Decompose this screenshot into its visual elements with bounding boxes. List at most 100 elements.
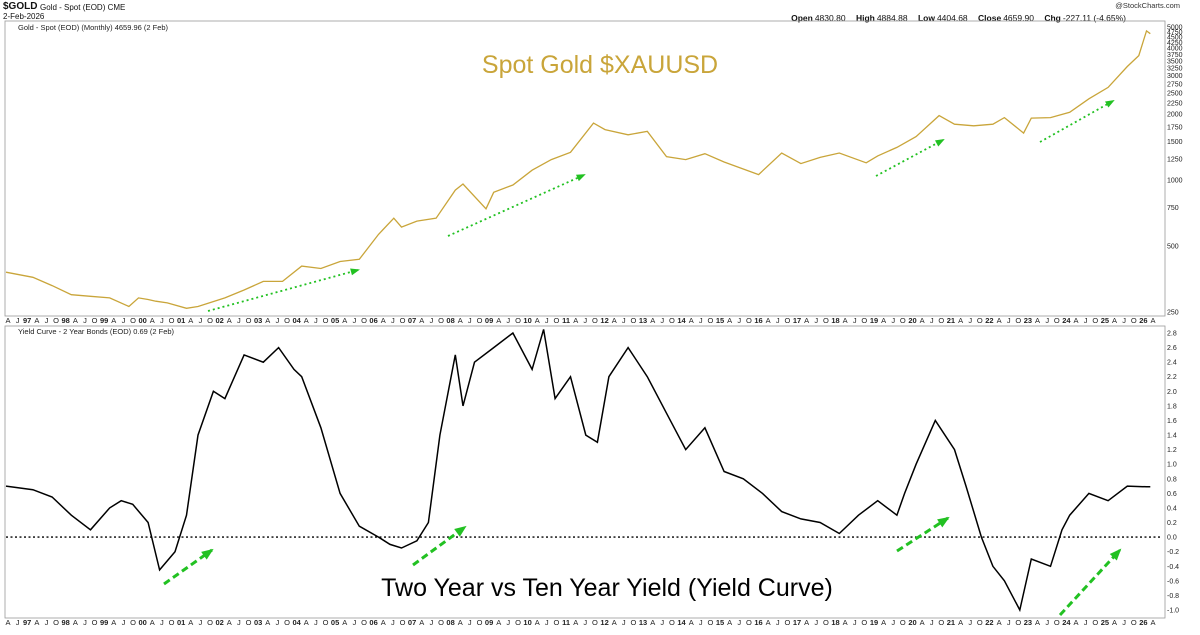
x-tick-label: J: [237, 618, 241, 627]
trend-arrow-head: [454, 525, 467, 537]
x-tick-label: A: [612, 316, 617, 325]
x-tick-label: 02: [216, 316, 224, 325]
x-tick-label: A: [265, 316, 270, 325]
x-tick-label: 25: [1101, 316, 1109, 325]
gold-y-tick-label: 1500: [1167, 139, 1183, 146]
trend-arrow-head: [937, 516, 950, 528]
x-tick-label: J: [160, 618, 164, 627]
yield-panel-frame: [4, 325, 1166, 619]
x-tick-label: J: [699, 618, 703, 627]
x-tick-label: O: [169, 316, 175, 325]
gold-y-tick-label: 4250: [1167, 40, 1183, 47]
x-tick-label: O: [977, 316, 983, 325]
x-tick-label: 04: [293, 618, 302, 627]
x-tick-label: A: [843, 316, 848, 325]
x-tick-label: O: [977, 618, 983, 627]
x-tick-label: 26: [1139, 618, 1147, 627]
x-tick-label: O: [669, 618, 675, 627]
x-tick-label: O: [1054, 618, 1060, 627]
x-tick-label: O: [130, 316, 136, 325]
x-tick-label: J: [199, 618, 203, 627]
x-tick-label: O: [553, 316, 559, 325]
x-tick-label: 19: [870, 316, 878, 325]
x-tick-label: O: [515, 618, 521, 627]
trend-arrow-shaft: [207, 269, 359, 312]
x-tick-label: A: [458, 316, 463, 325]
x-tick-label: J: [314, 618, 318, 627]
x-tick-label: J: [1007, 316, 1011, 325]
x-tick-label: O: [861, 618, 867, 627]
x-tick-label: J: [506, 316, 510, 325]
x-tick-label: 20: [908, 618, 916, 627]
x-tick-label: O: [707, 618, 713, 627]
x-tick-label: 98: [62, 316, 70, 325]
x-tick-label: A: [1035, 316, 1040, 325]
x-tick-label: J: [583, 618, 587, 627]
x-tick-label: O: [92, 618, 98, 627]
x-tick-label: O: [323, 618, 329, 627]
x-tick-label: A: [1073, 618, 1078, 627]
gold-y-tick-label: 4500: [1167, 35, 1183, 42]
x-tick-label: A: [689, 316, 694, 325]
x-tick-label: J: [45, 316, 49, 325]
x-tick-label: 06: [369, 316, 377, 325]
trend-arrow-shaft: [896, 516, 949, 553]
gold-panel-frame: [4, 20, 1166, 317]
x-tick-label: A: [188, 316, 193, 325]
x-tick-label: J: [199, 316, 203, 325]
x-tick-label: J: [545, 316, 549, 325]
x-tick-label: J: [814, 618, 818, 627]
x-tick-label: A: [1112, 618, 1117, 627]
x-tick-label: 15: [716, 618, 724, 627]
x-tick-label: A: [997, 618, 1002, 627]
x-tick-label: J: [1007, 618, 1011, 627]
x-tick-label: O: [1015, 316, 1021, 325]
x-tick-label: A: [34, 618, 39, 627]
high-value: 4884.88: [876, 13, 908, 23]
x-tick-label: O: [361, 618, 367, 627]
x-tick-label: O: [900, 316, 906, 325]
x-tick-label: A: [1150, 618, 1155, 627]
x-tick-label: 09: [485, 618, 493, 627]
x-tick-label: O: [477, 618, 483, 627]
x-tick-label: J: [968, 316, 972, 325]
chart-date: 2-Feb-2026: [3, 12, 45, 21]
x-tick-label: A: [111, 316, 116, 325]
yield-y-tick-label: 1.0: [1167, 462, 1177, 469]
x-tick-label: O: [900, 618, 906, 627]
x-tick-label: O: [438, 316, 444, 325]
x-tick-label: 09: [485, 316, 493, 325]
x-tick-label: J: [776, 618, 780, 627]
x-tick-label: 00: [139, 316, 147, 325]
yield-y-tick-label: 1.8: [1167, 403, 1177, 410]
x-tick-label: O: [323, 316, 329, 325]
x-tick-label: A: [458, 618, 463, 627]
x-tick-label: A: [111, 618, 116, 627]
x-tick-label: O: [246, 618, 252, 627]
x-tick-label: 00: [139, 618, 147, 627]
x-tick-label: J: [122, 618, 126, 627]
x-tick-label: J: [622, 316, 626, 325]
ohlc-readout: Open 4830.80 High 4884.88 Low 4404.68 Close…: [791, 13, 1126, 23]
x-tick-label: 11: [562, 316, 570, 325]
x-tick-label: 04: [293, 316, 302, 325]
x-tick-label: 07: [408, 316, 416, 325]
x-tick-label: J: [83, 316, 87, 325]
x-tick-label: 26: [1139, 316, 1147, 325]
x-tick-label: A: [1073, 316, 1078, 325]
x-tick-label: 13: [639, 618, 647, 627]
x-tick-label: O: [861, 316, 867, 325]
gold-y-tick-label: 4750: [1167, 29, 1183, 36]
x-tick-label: 08: [446, 618, 454, 627]
x-tick-label: A: [304, 316, 309, 325]
low-value: 4404.68: [936, 13, 968, 23]
x-tick-label: 99: [100, 316, 108, 325]
x-tick-label: A: [958, 618, 963, 627]
gold-y-tick-label: 250: [1167, 310, 1179, 317]
yield-y-tick-label: 0.6: [1167, 491, 1177, 498]
x-tick-label: 03: [254, 316, 262, 325]
x-tick-label: 07: [408, 618, 416, 627]
x-tick-label: J: [660, 316, 664, 325]
gold-y-tick-label: 5000: [1167, 25, 1183, 32]
x-tick-label: J: [1122, 316, 1126, 325]
